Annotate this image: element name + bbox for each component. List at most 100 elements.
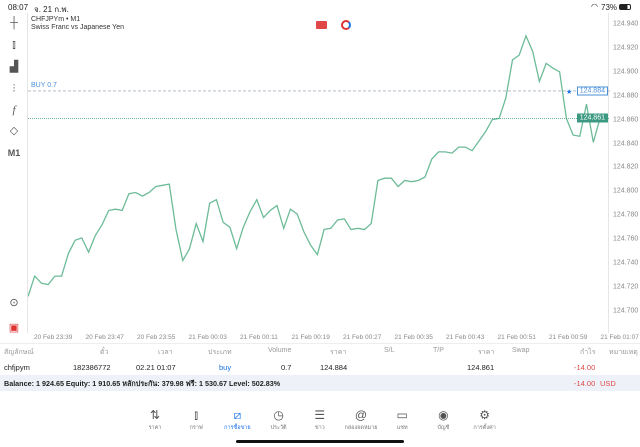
chat-icon: ▭ — [396, 408, 408, 422]
row-time: 02.21 01:07 — [136, 363, 176, 372]
candlestick-icon[interactable]: ⫾ — [12, 39, 16, 51]
col-current-price: ราคา — [478, 349, 495, 356]
col-tp: T/P — [433, 347, 444, 354]
nav-label: ข่าว — [314, 425, 325, 431]
y-tick-label: 124.720 — [613, 283, 639, 291]
nav-history[interactable]: ◷ ประวัติ — [259, 408, 299, 432]
col-price: ราคา — [330, 349, 347, 356]
x-tick-label: 20 Feb 23:47 — [85, 334, 124, 341]
y-tick-label: 124.800 — [613, 187, 639, 195]
row-current-price: 124.861 — [467, 363, 495, 372]
nav-chat[interactable]: ▭ แชท — [382, 408, 422, 432]
nav-label: ประวัติ — [270, 425, 287, 431]
col-sl: S/L — [384, 347, 395, 354]
status-date: จ. 21 ก.พ. — [34, 5, 69, 14]
nav-chart[interactable]: ⫾ กราฟ — [176, 408, 216, 432]
chart-icon: ⫾ — [194, 408, 199, 422]
shapes-icon[interactable]: ◇ — [9, 125, 19, 137]
history-icon: ◷ — [273, 408, 284, 422]
nav-label: การตั้งค่า — [473, 425, 496, 431]
wifi-icon: ◠ — [591, 2, 598, 11]
function-icon[interactable]: f — [12, 104, 16, 116]
col-ticket: ตั๋ว — [100, 349, 109, 356]
nav-label: แชท — [396, 425, 408, 431]
status-bar: 08:07 จ. 21 ก.พ. ◠ 73% — [0, 0, 640, 14]
y-tick-label: 124.900 — [613, 68, 639, 76]
home-indicator — [236, 440, 404, 443]
x-tick-label: 20 Feb 23:55 — [137, 334, 176, 341]
quotes-icon: ⇅ — [149, 408, 161, 422]
y-tick-label: 124.880 — [613, 92, 639, 100]
timeframe-button[interactable]: M1 — [7, 148, 21, 158]
y-tick-label: 124.700 — [613, 307, 639, 315]
bid-price-tag: 124.861 — [576, 113, 608, 123]
indicators-icon[interactable]: ⫶ — [12, 83, 16, 95]
total-profit: -14.00 — [574, 379, 596, 388]
x-tick-label: 21 Feb 00:19 — [291, 334, 330, 341]
row-profit: -14.00 — [574, 363, 596, 372]
nav-label: บัญชี — [437, 425, 450, 431]
mailbox-icon: @ — [354, 408, 368, 422]
settings-icon: ⚙ — [479, 408, 490, 422]
order-line-label[interactable]: BUY 0.7 — [31, 81, 57, 89]
y-tick-label: 124.760 — [613, 235, 639, 243]
zoom-icon[interactable]: ⊙ — [9, 297, 19, 309]
y-tick-label: 124.840 — [613, 140, 639, 147]
bar-chart-icon[interactable]: ▟ — [9, 61, 19, 73]
col-swap: Swap — [512, 347, 530, 354]
chart-svg: ★ — [28, 34, 610, 297]
row-ticket: 182386772 — [73, 363, 111, 372]
nav-news[interactable]: ☰ ข่าว — [300, 408, 340, 432]
chart-description: Swiss Franc vs Japanese Yen — [31, 24, 124, 31]
x-tick-label: 21 Feb 00:51 — [497, 334, 536, 341]
x-tick-label: 21 Feb 01:07 — [600, 334, 639, 341]
x-tick-label: 20 Feb 23:39 — [34, 334, 73, 341]
y-tick-label: 124.780 — [613, 211, 639, 219]
row-open-price: 124.884 — [320, 363, 348, 372]
crosshair-icon[interactable]: ┼ — [10, 17, 18, 29]
trade-icon: ⧄ — [233, 408, 242, 422]
account-icon: ◉ — [438, 408, 449, 422]
status-time: 08:07 — [8, 3, 29, 12]
order-marker-icon: ★ — [566, 88, 572, 96]
x-tick-label: 21 Feb 00:03 — [188, 334, 227, 341]
x-tick-label: 21 Feb 00:43 — [446, 334, 485, 341]
col-volume: Volume — [268, 347, 292, 354]
nav-label: กราฟ — [189, 425, 203, 431]
row-type: buy — [219, 363, 232, 372]
signals-icon[interactable] — [341, 20, 351, 30]
col-time: เวลา — [158, 349, 173, 356]
one-click-trading-icon[interactable] — [316, 21, 327, 29]
order-price-tag: 124.884 — [576, 86, 608, 96]
news-icon: ☰ — [314, 408, 326, 422]
y-tick-label: 124.940 — [613, 20, 639, 28]
nav-trade[interactable]: ⧄ การซื้อขาย — [217, 408, 257, 432]
price-chart[interactable]: ★ CHFJPYm • M1 Swiss Franc vs Japanese Y… — [27, 13, 610, 333]
refresh-icon[interactable]: ▣ — [8, 322, 20, 334]
battery-icon — [619, 4, 631, 10]
nav-label: ราคา — [148, 425, 162, 431]
x-tick-label: 21 Feb 00:35 — [394, 334, 433, 341]
col-profit: กำไร — [580, 349, 596, 356]
nav-settings[interactable]: ⚙ การตั้งค่า — [465, 408, 505, 432]
account-summary: Balance: 1 924.65 Equity: 1 910.65 หลักป… — [4, 379, 281, 388]
y-tick-label: 124.740 — [613, 259, 639, 267]
row-symbol: chfjpym — [4, 363, 30, 372]
battery-level: 73% — [601, 3, 618, 12]
chart-symbol: CHFJPYm • M1 — [31, 16, 81, 23]
nav-quotes[interactable]: ⇅ ราคา — [135, 408, 175, 432]
nav-account[interactable]: ◉ บัญชี — [423, 408, 463, 432]
nav-label: การซื้อขาย — [224, 425, 251, 431]
col-type: ประเภท — [208, 349, 232, 356]
nav-mailbox[interactable]: @ กล่องจดหมาย — [341, 408, 381, 432]
row-volume: 0.7 — [281, 363, 292, 372]
y-tick-label: 124.920 — [613, 44, 639, 52]
col-comment: หมายเหตุ — [609, 349, 638, 356]
y-tick-label: 124.860 — [613, 116, 639, 124]
price-line — [28, 34, 601, 297]
col-symbol: สัญลักษณ์ — [4, 349, 34, 356]
x-tick-label: 21 Feb 00:59 — [549, 334, 588, 341]
y-tick-label: 124.820 — [613, 163, 639, 171]
account-summary-bar: Balance: 1 924.65 Equity: 1 910.65 หลักป… — [0, 375, 640, 391]
nav-label: กล่องจดหมาย — [344, 425, 378, 431]
